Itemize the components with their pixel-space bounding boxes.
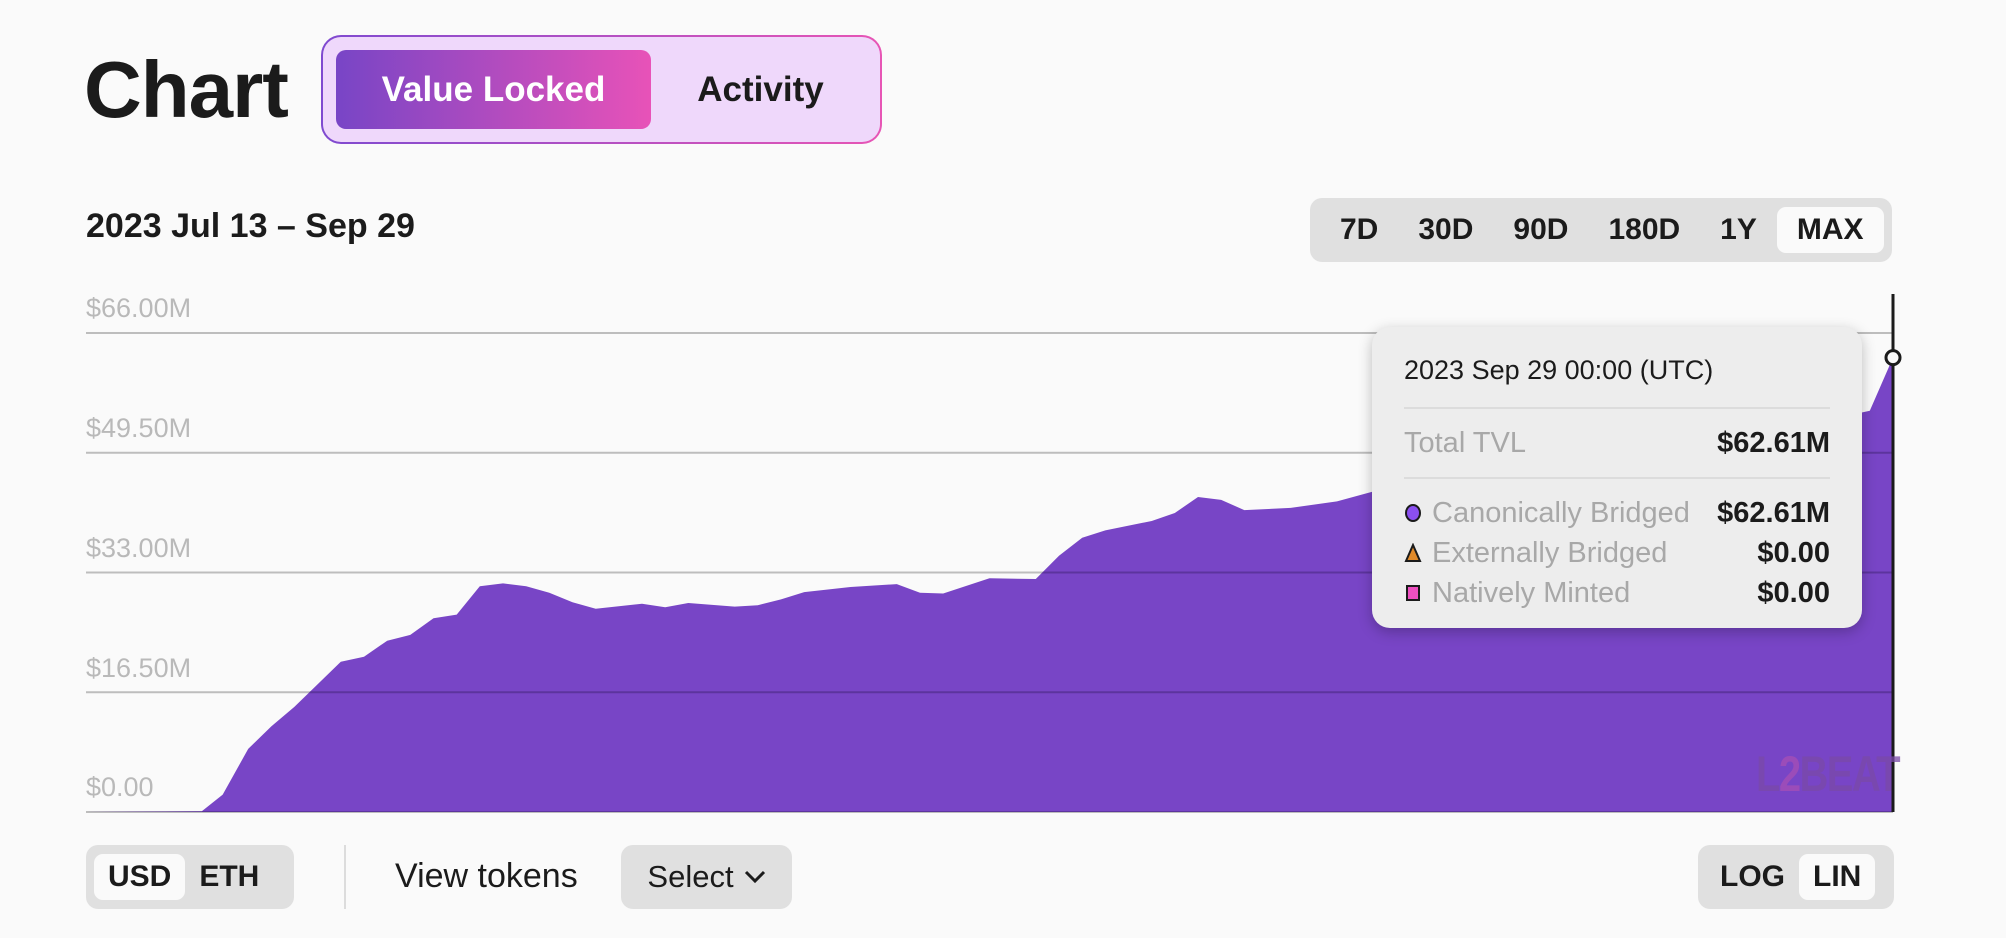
tooltip-date: 2023 Sep 29 00:00 (UTC) bbox=[1404, 355, 1714, 385]
y-tick-label: $49.50M bbox=[86, 413, 192, 443]
tooltip-total-value: $62.61M bbox=[1717, 426, 1830, 459]
range-7d[interactable]: 7D bbox=[1340, 213, 1379, 246]
hover-data-point bbox=[1884, 349, 1902, 367]
tooltip-row-value: $0.00 bbox=[1757, 536, 1830, 569]
tooltip-row-value: $0.00 bbox=[1757, 576, 1830, 609]
currency-toggle: USD ETH bbox=[86, 845, 294, 909]
tooltip-row-label: Natively Minted bbox=[1432, 576, 1631, 609]
tooltip-total-label: Total TVL bbox=[1404, 426, 1526, 459]
scale-lin[interactable]: LIN bbox=[1799, 854, 1876, 900]
tooltip-divider bbox=[1404, 407, 1830, 409]
l2beat-watermark-logo: L2BEAT bbox=[1756, 746, 1901, 802]
tooltip-total-row: Total TVL $62.61M bbox=[1404, 423, 1830, 463]
y-tick-label: $66.00M bbox=[86, 293, 192, 323]
series-area-total-tvl bbox=[86, 357, 1893, 812]
time-range-selector: 7D 30D 90D 180D 1Y MAX bbox=[1310, 198, 1892, 262]
currency-eth[interactable]: ETH bbox=[199, 860, 260, 893]
tooltip-row-native: Natively Minted $0.00 bbox=[1404, 573, 1830, 613]
triangle-icon bbox=[1404, 543, 1422, 562]
tab-activity[interactable]: Activity bbox=[697, 69, 824, 109]
scale-toggle: LOG LIN bbox=[1698, 845, 1894, 909]
scale-log[interactable]: LOG bbox=[1720, 860, 1785, 893]
range-max[interactable]: MAX bbox=[1776, 207, 1884, 253]
select-label: Select bbox=[647, 859, 734, 894]
currency-usd[interactable]: USD bbox=[94, 854, 186, 900]
chevron-down-icon bbox=[744, 870, 765, 884]
range-180d[interactable]: 180D bbox=[1608, 213, 1681, 246]
tooltip-row-canonical: Canonically Bridged $62.61M bbox=[1404, 493, 1830, 533]
view-tokens-label: View tokens bbox=[395, 857, 578, 895]
square-icon bbox=[1406, 585, 1420, 601]
date-range: 2023 Jul 13 – Sep 29 bbox=[86, 207, 415, 245]
divider bbox=[344, 845, 346, 909]
tooltip-row-label: Externally Bridged bbox=[1432, 536, 1668, 569]
page-title: Chart bbox=[84, 45, 289, 134]
chart-tooltip: 2023 Sep 29 00:00 (UTC) Total TVL $62.61… bbox=[1372, 327, 1862, 628]
range-1y[interactable]: 1Y bbox=[1720, 213, 1757, 246]
y-tick-label: $0.00 bbox=[86, 772, 154, 802]
y-tick-label: $33.00M bbox=[86, 533, 192, 563]
y-tick-label: $16.50M bbox=[86, 653, 192, 683]
token-select-dropdown[interactable]: Select bbox=[621, 845, 792, 909]
tooltip-row-label: Canonically Bridged bbox=[1432, 496, 1690, 529]
circle-icon bbox=[1405, 504, 1421, 522]
tooltip-divider bbox=[1404, 477, 1830, 479]
tooltip-row-external: Externally Bridged $0.00 bbox=[1404, 533, 1830, 573]
tooltip-row-value: $62.61M bbox=[1717, 496, 1830, 529]
range-90d[interactable]: 90D bbox=[1513, 213, 1569, 246]
range-30d[interactable]: 30D bbox=[1418, 213, 1474, 246]
chart-type-toggle: Value Locked Activity bbox=[321, 35, 882, 144]
tab-value-locked[interactable]: Value Locked bbox=[336, 50, 651, 129]
